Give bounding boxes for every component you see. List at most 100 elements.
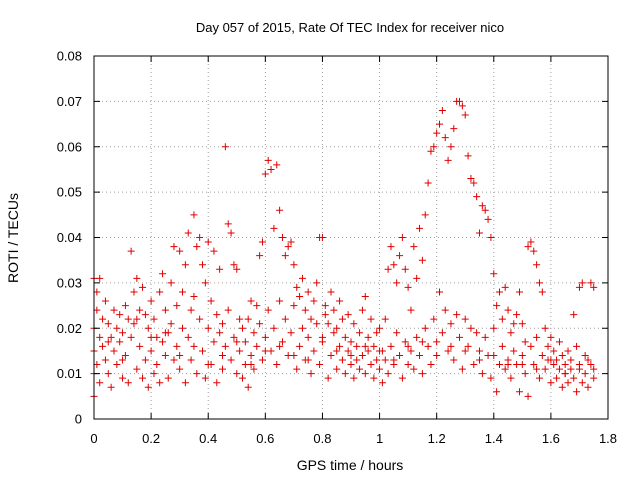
- data-point: [547, 356, 555, 364]
- data-point: [416, 351, 424, 359]
- data-point: [141, 311, 149, 319]
- data-point: [518, 320, 526, 328]
- data-point: [227, 229, 235, 237]
- data-point: [367, 315, 375, 323]
- data-point: [141, 356, 149, 364]
- data-point: [481, 333, 489, 341]
- data-point: [333, 347, 341, 355]
- data-point: [107, 383, 115, 391]
- data-point: [304, 288, 312, 296]
- data-point: [547, 379, 555, 387]
- data-point: [238, 374, 246, 382]
- data-point: [147, 347, 155, 355]
- data-point: [418, 338, 426, 346]
- data-point: [558, 383, 566, 391]
- data-point: [261, 347, 269, 355]
- data-point: [407, 347, 415, 355]
- data-point: [179, 288, 187, 296]
- data-point: [438, 106, 446, 114]
- data-point: [347, 338, 355, 346]
- data-point: [133, 274, 141, 282]
- data-point: [535, 279, 543, 287]
- data-point: [133, 315, 141, 323]
- data-point: [110, 347, 118, 355]
- data-point: [276, 206, 284, 214]
- data-point: [298, 324, 306, 332]
- data-point: [287, 238, 295, 246]
- data-point: [307, 370, 315, 378]
- data-point: [219, 365, 226, 373]
- data-point: [293, 365, 301, 373]
- data-point: [510, 347, 518, 355]
- data-point: [244, 315, 252, 323]
- data-point: [541, 324, 549, 332]
- x-tick-label: 0.8: [313, 431, 331, 446]
- data-point: [130, 288, 138, 296]
- data-point: [333, 365, 341, 373]
- data-point: [213, 311, 221, 319]
- data-point: [467, 324, 475, 332]
- data-point: [116, 338, 124, 346]
- data-point: [101, 356, 109, 364]
- data-point: [133, 365, 141, 373]
- data-point: [387, 342, 395, 350]
- x-tick-label: 0.6: [256, 431, 274, 446]
- data-point: [161, 351, 169, 359]
- data-point: [553, 374, 561, 382]
- data-point: [524, 243, 532, 251]
- data-point: [370, 374, 378, 382]
- data-point: [393, 279, 401, 287]
- data-point: [530, 247, 538, 255]
- data-point: [376, 365, 384, 373]
- data-point: [127, 247, 135, 255]
- data-point: [590, 374, 598, 382]
- data-point: [176, 365, 184, 373]
- data-point: [433, 129, 441, 137]
- data-point: [159, 270, 167, 278]
- data-point: [535, 374, 543, 382]
- data-point: [253, 302, 261, 310]
- data-point: [361, 292, 369, 300]
- data-point: [524, 392, 532, 400]
- data-point: [418, 370, 426, 378]
- data-point: [364, 347, 372, 355]
- data-point: [587, 361, 595, 369]
- data-point: [170, 243, 178, 251]
- y-tick-label: 0.07: [57, 94, 82, 109]
- data-point: [581, 370, 589, 378]
- data-point: [461, 347, 469, 355]
- data-point: [199, 261, 207, 269]
- data-point: [210, 338, 218, 346]
- data-point: [447, 143, 455, 151]
- data-point: [515, 388, 523, 396]
- data-point: [204, 361, 212, 369]
- data-point: [273, 361, 281, 369]
- data-point: [139, 283, 147, 291]
- y-tick-label: 0.06: [57, 139, 82, 154]
- data-point: [441, 134, 449, 142]
- data-point: [336, 297, 344, 305]
- data-point: [250, 329, 258, 337]
- data-point: [498, 315, 506, 323]
- y-tick-label: 0.01: [57, 366, 82, 381]
- data-point: [538, 288, 546, 296]
- data-point: [321, 311, 329, 319]
- x-axis-label: GPS time / hours: [297, 457, 404, 473]
- data-point: [521, 370, 529, 378]
- data-point: [264, 306, 272, 314]
- data-point: [290, 302, 298, 310]
- data-point: [470, 361, 478, 369]
- data-point: [201, 374, 209, 382]
- data-point: [221, 143, 229, 151]
- data-point: [284, 243, 292, 251]
- data-point: [173, 342, 181, 350]
- data-point: [404, 283, 412, 291]
- data-point: [99, 315, 107, 323]
- data-point: [413, 333, 421, 341]
- data-point: [184, 333, 192, 341]
- data-point: [110, 306, 118, 314]
- data-point: [358, 306, 366, 314]
- data-point: [236, 315, 244, 323]
- data-point: [147, 333, 155, 341]
- data-point: [413, 274, 421, 282]
